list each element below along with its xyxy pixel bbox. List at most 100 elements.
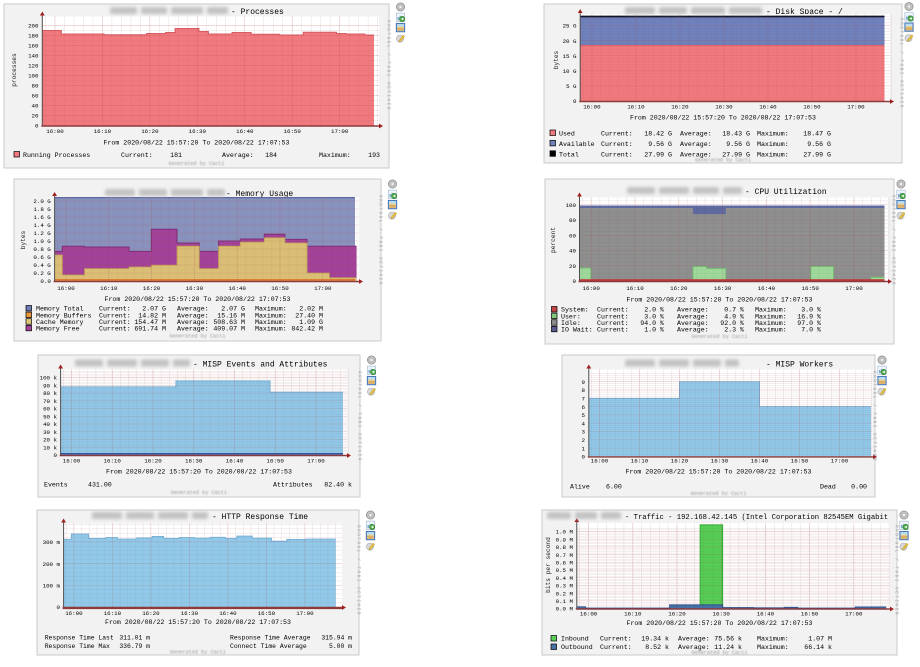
svg-text:Total: Total	[559, 151, 579, 158]
svg-text:10 G: 10 G	[563, 68, 577, 75]
svg-text:Response Time Last: Response Time Last	[45, 635, 114, 642]
svg-text:From 2020/08/22 15:57:20 To 20: From 2020/08/22 15:57:20 To 2020/08/22 1…	[630, 115, 816, 122]
svg-text:Generated by Cacti: Generated by Cacti	[691, 650, 747, 656]
svg-text:16:40: 16:40	[751, 458, 769, 465]
svg-text:Memory Free: Memory Free	[36, 326, 80, 333]
svg-text:Memory Total: Memory Total	[36, 306, 84, 313]
svg-text:60: 60	[32, 93, 39, 100]
svg-text:3: 3	[582, 429, 586, 436]
svg-text:16:50: 16:50	[271, 285, 289, 292]
svg-text:16:10: 16:10	[631, 458, 649, 465]
svg-text:16:20: 16:20	[671, 458, 689, 465]
svg-text:180: 180	[28, 33, 39, 40]
svg-text:16:00: 16:00	[65, 610, 83, 617]
svg-text:0.2 M: 0.2 M	[556, 590, 574, 597]
svg-text:16:30: 16:30	[712, 611, 730, 618]
svg-text:Current:: Current:	[597, 307, 629, 314]
svg-text:92.0 %: 92.0 %	[720, 320, 744, 327]
svg-text:Average:: Average:	[677, 320, 709, 327]
svg-text:311.01 m: 311.01 m	[119, 635, 150, 642]
svg-text:Average:: Average:	[177, 306, 209, 313]
svg-text:0.9 M: 0.9 M	[556, 536, 574, 543]
svg-text:Generated by Cacti: Generated by Cacti	[169, 334, 225, 340]
svg-text:50 k: 50 k	[43, 413, 57, 420]
svg-text:Average:: Average:	[678, 644, 710, 651]
svg-text:Average:: Average:	[177, 312, 209, 319]
svg-text:97.0 %: 97.0 %	[797, 320, 821, 327]
svg-text:508.63 M: 508.63 M	[213, 319, 245, 326]
svg-text:100 m: 100 m	[43, 583, 61, 590]
svg-text:1.0 %: 1.0 %	[644, 327, 664, 334]
svg-text:Current:: Current:	[597, 313, 629, 320]
svg-text:60 k: 60 k	[43, 406, 57, 413]
svg-text:Average:: Average:	[177, 319, 209, 326]
svg-text:1.8 G: 1.8 G	[33, 206, 51, 213]
svg-text:1.2 G: 1.2 G	[33, 230, 51, 237]
svg-text:16:30: 16:30	[185, 458, 203, 465]
svg-text:16:20: 16:20	[668, 611, 686, 618]
svg-text:17:00: 17:00	[845, 285, 863, 292]
svg-text:17:00: 17:00	[847, 104, 865, 111]
svg-text:Events: Events	[44, 482, 68, 489]
svg-text:0.0 M: 0.0 M	[556, 606, 574, 613]
svg-text:15 G: 15 G	[563, 53, 577, 60]
svg-text:16:40: 16:40	[757, 611, 775, 618]
svg-text:160: 160	[28, 43, 39, 50]
svg-text:16.9 %: 16.9 %	[797, 313, 821, 320]
svg-text:8: 8	[582, 387, 586, 394]
svg-text:140: 140	[28, 53, 39, 60]
svg-text:2: 2	[582, 437, 586, 444]
svg-text:16:40: 16:40	[226, 458, 244, 465]
svg-text:17:00: 17:00	[845, 611, 863, 618]
svg-text:18.47 G: 18.47 G	[803, 131, 831, 138]
svg-text:From 2020/08/22 15:57:20 To 20: From 2020/08/22 15:57:20 To 2020/08/22 1…	[626, 469, 812, 476]
svg-text:2.07 G: 2.07 G	[142, 306, 166, 313]
svg-text:40: 40	[32, 103, 39, 110]
svg-text:Running Processes: Running Processes	[23, 152, 90, 159]
svg-text:16:20: 16:20	[141, 128, 159, 135]
svg-text:0.8 G: 0.8 G	[33, 246, 51, 253]
svg-text:Dead: Dead	[820, 484, 836, 491]
svg-text:15.16 M: 15.16 M	[217, 312, 245, 319]
svg-text:17:00: 17:00	[307, 458, 325, 465]
svg-text:80: 80	[32, 83, 39, 90]
svg-text:20 G: 20 G	[563, 38, 577, 45]
svg-text:2.0 G: 2.0 G	[33, 198, 51, 205]
svg-text:Maximum:: Maximum:	[255, 312, 287, 319]
svg-text:8.52 k: 8.52 k	[645, 644, 669, 651]
svg-text:Current:: Current:	[600, 644, 632, 651]
svg-text:10 k: 10 k	[43, 444, 57, 451]
svg-text:Current:: Current:	[601, 151, 633, 158]
svg-text:80: 80	[569, 217, 576, 224]
svg-text:Average:: Average:	[678, 636, 710, 643]
svg-text:94.0 %: 94.0 %	[640, 320, 664, 327]
svg-text:6: 6	[582, 404, 586, 411]
svg-text:Maximum:: Maximum:	[755, 307, 787, 314]
svg-text:154.47 M: 154.47 M	[134, 319, 166, 326]
svg-text:17:00: 17:00	[331, 128, 349, 135]
svg-text:Current:: Current:	[597, 320, 629, 327]
svg-text:RRDTOOL / TOBI OETIKER: RRDTOOL / TOBI OETIKER	[891, 195, 896, 286]
svg-text:16:30: 16:30	[715, 104, 733, 111]
svg-text:Maximum:: Maximum:	[757, 636, 789, 643]
svg-text:16:00: 16:00	[582, 285, 600, 292]
svg-text:Current:: Current:	[601, 141, 633, 148]
svg-text:Generated by Cacti: Generated by Cacti	[695, 157, 751, 163]
svg-text:181: 181	[170, 152, 182, 159]
svg-text:Average:: Average:	[680, 151, 712, 158]
svg-text:16:10: 16:10	[103, 458, 121, 465]
svg-text:193: 193	[368, 152, 380, 159]
svg-text:- HTTP Response Time: - HTTP Response Time	[212, 513, 308, 522]
svg-text:2.07 G: 2.07 G	[221, 306, 245, 313]
svg-text:17:00: 17:00	[831, 458, 849, 465]
svg-text:Maximum:: Maximum:	[319, 152, 351, 159]
svg-text:- Disk Space - /: - Disk Space - /	[766, 8, 843, 17]
svg-text:82.40 k: 82.40 k	[324, 482, 352, 489]
svg-text:16:00: 16:00	[591, 458, 609, 465]
svg-text:From 2020/08/22 15:57:20 To 20: From 2020/08/22 15:57:20 To 2020/08/22 1…	[105, 296, 291, 303]
svg-text:20: 20	[569, 263, 576, 270]
svg-text:7.0 %: 7.0 %	[801, 327, 821, 334]
svg-text:16:40: 16:40	[759, 104, 777, 111]
svg-text:16:20: 16:20	[671, 104, 689, 111]
svg-text:16:30: 16:30	[181, 610, 199, 617]
